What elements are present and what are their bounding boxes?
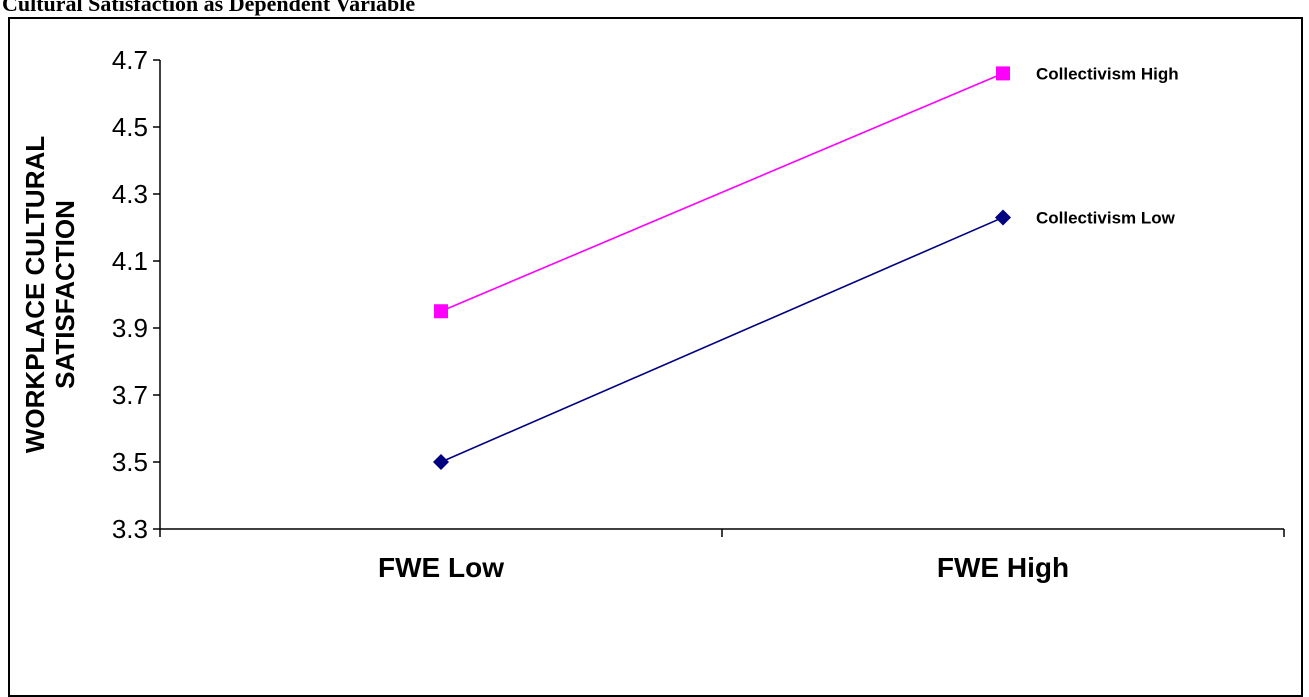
- y-tick-label: 4.3: [112, 179, 148, 209]
- y-tick-labels: 3.3 3.5 3.7 3.9 4.1 4.3 4.5 4.7: [112, 45, 148, 544]
- series-collectivism-high: Collectivism High: [434, 64, 1179, 319]
- x-tick-label: FWE High: [937, 552, 1069, 583]
- series-line: [440, 216, 1004, 463]
- y-tick-label: 4.5: [112, 112, 148, 142]
- y-axis-title-line: SATISFACTION: [50, 200, 80, 389]
- series-group: Collectivism High Collectivism Low: [433, 64, 1179, 470]
- x-tick-labels: FWE Low FWE High: [378, 552, 1069, 583]
- y-tick-label: 3.5: [112, 447, 148, 477]
- y-tick-label: 4.7: [112, 45, 148, 75]
- series-label: Collectivism Low: [1036, 208, 1176, 227]
- data-point-square: [996, 66, 1010, 81]
- chart-frame: [8, 17, 1303, 697]
- data-point-diamond: [433, 454, 449, 470]
- y-axis-title: WORKPLACE CULTURAL SATISFACTION: [20, 136, 80, 453]
- data-point-diamond: [995, 209, 1011, 226]
- line-chart: 3.3 3.5 3.7 3.9 4.1 4.3 4.5 4.7 FWE Low FWE High…: [20, 45, 1285, 583]
- figure-caption: Cultural Satisfaction as Dependent Varia…: [2, 0, 416, 16]
- y-tick-label: 3.9: [112, 313, 148, 343]
- y-tick-label: 4.1: [112, 246, 148, 276]
- x-tick-label: FWE Low: [378, 552, 504, 583]
- y-tick-label: 3.7: [112, 380, 148, 410]
- axes: [153, 59, 1285, 537]
- series-collectivism-low: Collectivism Low: [433, 208, 1176, 470]
- series-label: Collectivism High: [1036, 64, 1179, 83]
- data-point-square: [434, 304, 448, 319]
- series-line: [440, 72, 1004, 312]
- y-tick-label: 3.3: [112, 514, 148, 544]
- y-axis-title-line: WORKPLACE CULTURAL: [20, 136, 50, 453]
